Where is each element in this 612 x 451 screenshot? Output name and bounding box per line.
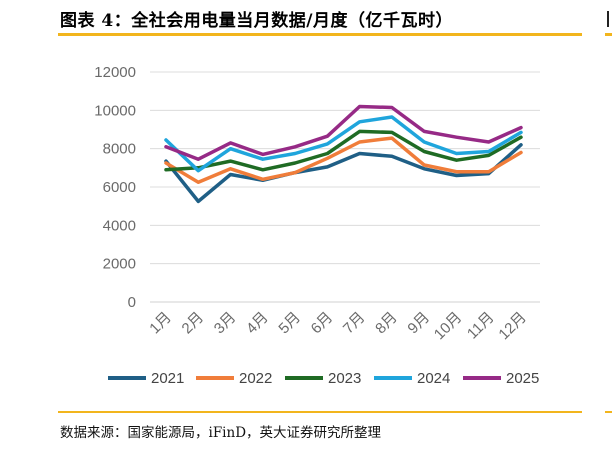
x-tick-label: 12月 [495,309,529,343]
x-tick-label: 5月 [275,309,304,338]
series-line-2021 [164,143,523,204]
x-tick-label: 1月 [146,309,175,338]
x-tick-label: 11月 [464,309,498,343]
y-tick-label: 2000 [103,256,136,273]
y-tick-label: 10000 [94,102,136,119]
y-tick-label: 6000 [103,179,136,196]
legend: 2021 2022 2023 2024 2025 [108,370,539,387]
y-tick-label: 4000 [103,217,136,234]
series-line-2022 [164,136,523,184]
series-layer [164,104,523,204]
series-line-2025 [164,104,523,161]
bottom-rule [58,411,582,413]
legend-label-2025: 2025 [506,370,539,387]
y-tick-label: 12000 [94,64,136,81]
x-tick-label: 3月 [211,309,240,338]
x-tick-label: 8月 [372,309,401,338]
source-note: 数据来源：国家能源局，iFinD，英大证券研究所整理 [60,425,382,441]
y-tick-label: 0 [128,294,136,311]
legend-label-2024: 2024 [417,370,450,387]
bottom-rule-right [605,411,612,413]
right-edge-mark [607,11,609,27]
y-tick-label: 8000 [103,141,136,158]
x-tick-label: 10月 [431,309,465,343]
top-rule-right [605,33,612,36]
x-tick-label: 2月 [179,309,208,338]
legend-label-2021: 2021 [151,370,184,387]
x-tick-label: 6月 [308,309,337,338]
x-tick-label: 9月 [404,309,433,338]
x-tick-label: 4月 [243,309,272,338]
y-axis-ticks: 0 2000 4000 6000 8000 10000 12000 [94,64,136,311]
legend-label-2023: 2023 [328,370,361,387]
top-rule [58,33,582,36]
figure-title: 图表 4：全社会用电量当月数据/月度（亿千瓦时） [60,11,453,31]
legend-label-2022: 2022 [239,370,272,387]
series-line-2023 [164,129,523,172]
x-tick-label: 7月 [340,309,369,338]
grid-layer [150,71,540,303]
series-line-2024 [164,115,523,173]
